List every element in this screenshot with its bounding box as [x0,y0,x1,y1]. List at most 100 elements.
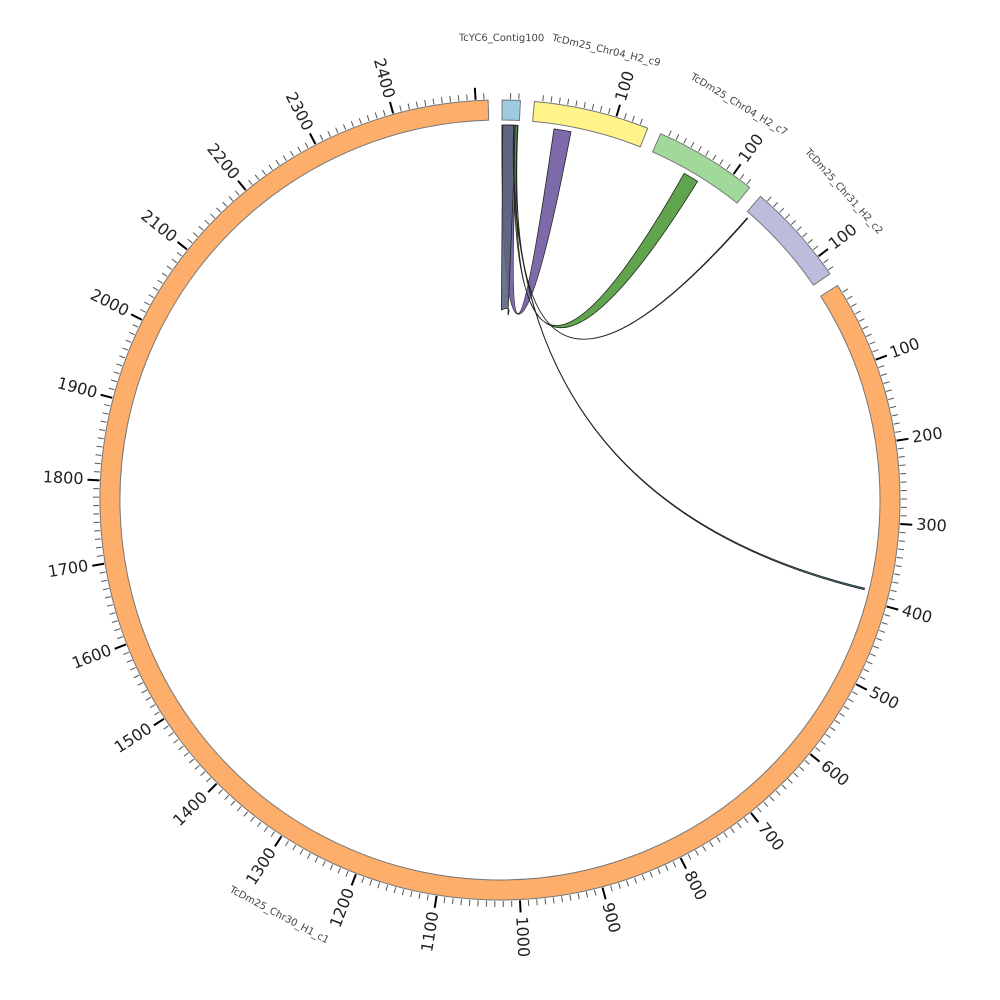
minor-tick [426,894,429,901]
link-tcdm25-chr30-h1-c1 [512,124,865,591]
segment-tcdm25-chr31-h2-c2[interactable] [746,195,831,286]
major-tick [237,180,247,191]
minor-tick [234,190,240,196]
tick-label: 900 [598,900,624,934]
minor-tick [261,169,266,175]
minor-tick [443,897,446,904]
segment-tcyc6-contig100[interactable] [501,99,521,122]
minor-tick [126,659,133,663]
minor-tick [457,95,460,102]
minor-tick [163,725,169,730]
minor-tick [859,676,866,680]
major-tick [87,478,100,482]
minor-tick [799,766,805,772]
minor-tick [157,279,163,284]
minor-tick [250,816,255,822]
minor-tick [345,870,349,877]
minor-tick [893,422,900,425]
minor-tick [440,97,443,104]
minor-tick [737,822,742,829]
minor-tick [100,420,107,423]
minor-tick [361,876,365,883]
minor-tick [796,226,802,231]
minor-tick [878,365,885,369]
minor-tick [307,853,311,859]
minor-tick [194,765,200,770]
minor-tick [779,207,785,213]
minor-tick [852,691,858,695]
segment-tcdm25-chr30-h1-c1[interactable] [99,99,901,901]
minor-tick [746,179,752,185]
minor-tick [870,653,877,657]
minor-tick [881,622,888,625]
minor-tick [766,196,772,202]
minor-tick [114,628,121,632]
minor-tick [329,864,334,871]
tick-label: 1900 [55,373,99,402]
minor-tick [897,548,905,551]
minor-tick [125,339,132,343]
segment-tcdm25-chr04-h2-c7[interactable] [651,132,751,204]
minor-tick [319,134,324,141]
minor-tick [424,99,427,107]
minor-tick [709,841,714,848]
minor-tick [304,142,309,149]
minor-tick [104,596,111,599]
minor-tick [189,758,195,764]
minor-tick [634,877,637,884]
major-tick [615,104,621,117]
minor-tick [850,303,857,307]
minor-tick [117,636,124,640]
minor-tick [862,325,869,330]
minor-tick [187,238,193,244]
minor-tick [111,620,118,624]
minor-tick [236,806,242,812]
minor-tick [895,430,902,433]
minor-tick [823,259,829,264]
minor-tick [263,826,269,833]
minor-tick [583,101,586,109]
tick-label: 100 [611,69,638,104]
minor-tick [828,265,834,271]
minor-tick [552,897,555,904]
major-tick [92,562,105,567]
minor-tick [885,389,892,393]
minor-tick [94,462,101,465]
segment-label-tcdm25-chr04-h2-c9: TcDm25_Chr04_H2_c9 [550,33,662,69]
minor-tick [451,898,454,905]
tick-label: 800 [680,868,711,904]
minor-tick [591,103,595,110]
minor-tick [222,201,228,207]
minor-tick [322,860,326,867]
minor-tick [787,778,793,784]
tick-label: 1700 [46,556,89,581]
minor-tick [593,889,597,896]
minor-tick [649,871,653,878]
major-tick [207,782,218,793]
minor-tick [119,355,126,359]
minor-tick [133,674,140,679]
minor-tick [210,213,216,219]
minor-tick [407,103,410,110]
ticks-layer: 100 100 100 100 200 300 400 500 600 700 800 900 1000… [42,56,947,958]
minor-tick [358,117,362,124]
minor-tick [675,134,680,140]
minor-tick [382,109,386,116]
minor-tick [846,295,853,300]
minor-tick [895,565,902,568]
tick-label: 1600 [69,640,114,672]
major-tick [886,605,899,611]
link-tcyc6-contig100 [500,124,517,316]
major-tick [809,753,821,763]
minor-tick [401,889,405,896]
minor-tick [790,219,797,225]
minor-tick [575,100,578,107]
tick-label: 600 [817,756,853,790]
minor-tick [342,124,347,131]
minor-tick [154,711,160,716]
segment-tcdm25-chr04-h2-c9[interactable] [532,100,649,148]
minor-tick [248,179,253,186]
minor-tick [104,404,111,407]
link-tcdm25-chr04-h2-c9 [501,124,572,315]
major-tick [389,101,395,114]
